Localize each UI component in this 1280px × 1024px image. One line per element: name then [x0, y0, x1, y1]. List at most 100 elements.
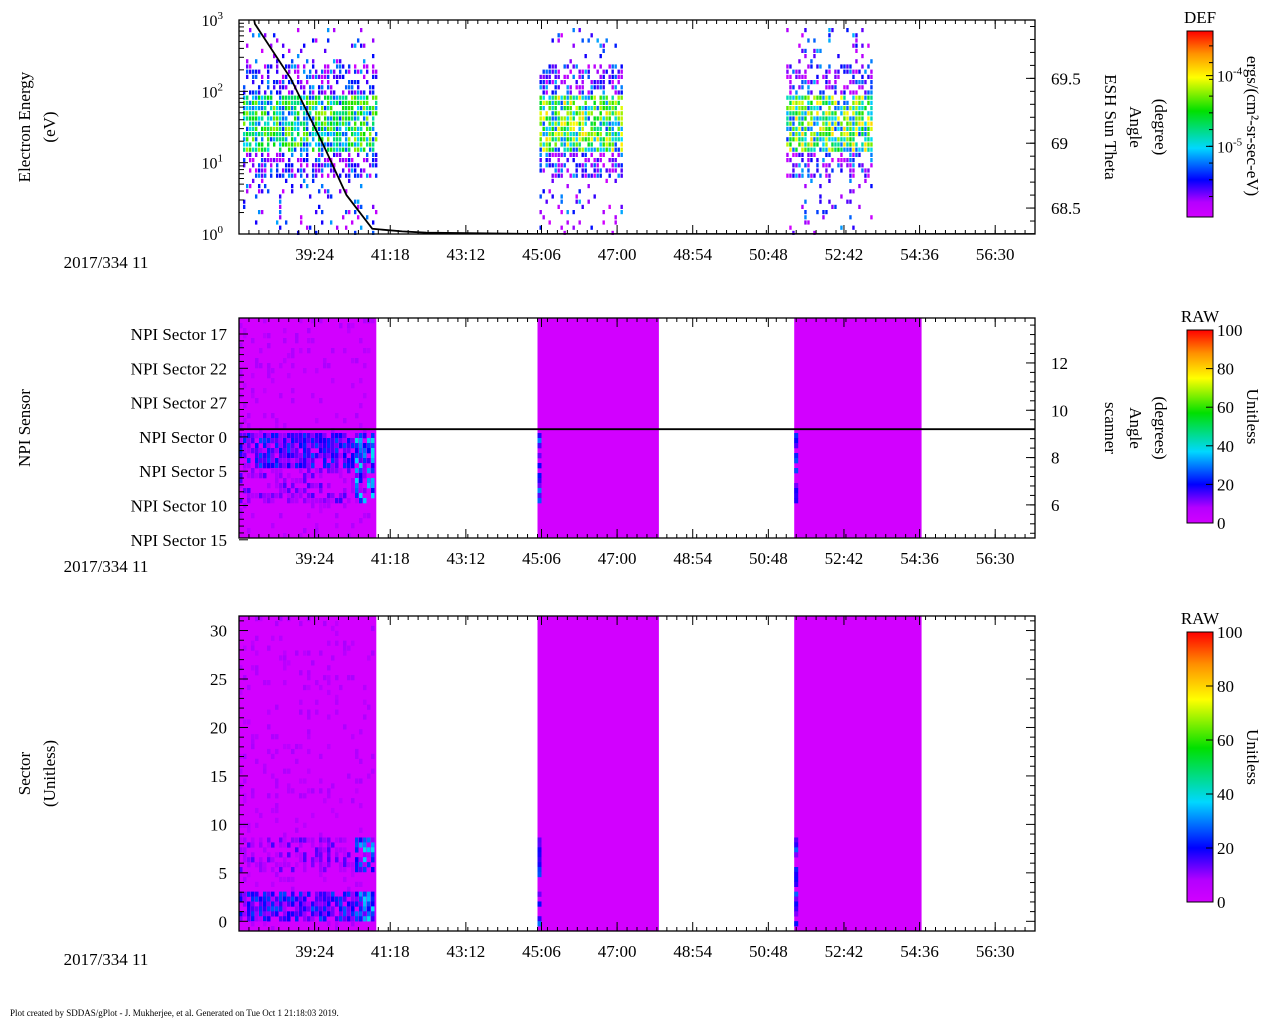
heat-cell — [302, 147, 306, 152]
heat-cell — [551, 80, 554, 85]
heat-cell — [279, 842, 283, 848]
heat-cell — [326, 38, 330, 43]
heat-cell — [279, 867, 283, 873]
heat-cell — [305, 163, 309, 168]
colorbar-label: Unitless — [1243, 729, 1262, 785]
heat-cell — [290, 121, 294, 126]
heat-cell — [350, 80, 354, 85]
heat-cell — [858, 121, 861, 126]
heat-cell — [548, 74, 551, 79]
heat-cell — [563, 142, 566, 147]
heat-cell — [327, 443, 331, 449]
heat-cell — [554, 116, 557, 121]
heat-cell — [794, 891, 799, 897]
heat-cell — [295, 338, 299, 344]
heat-cell — [326, 163, 330, 168]
heat-cell — [311, 168, 315, 173]
heat-cell — [254, 220, 258, 225]
heat-cell — [794, 488, 799, 494]
heat-cell — [864, 173, 867, 178]
heat-cell — [792, 230, 795, 235]
heat-cell — [795, 173, 798, 178]
heat-cell — [617, 147, 620, 152]
heat-cell — [269, 173, 273, 178]
heat-cell — [367, 448, 371, 454]
heat-cell — [599, 142, 602, 147]
heat-cell — [339, 323, 343, 329]
heat-cell — [259, 837, 263, 843]
heat-cell — [251, 665, 255, 671]
heat-cell — [350, 168, 354, 173]
heat-cell — [587, 158, 590, 163]
heat-cell — [563, 100, 566, 105]
heat-cell — [870, 95, 873, 100]
heat-cell — [263, 433, 267, 439]
heat-cell — [343, 458, 347, 464]
heat-cell — [302, 106, 306, 111]
heat-cell — [267, 793, 271, 799]
heat-cell — [831, 126, 834, 131]
heat-cell — [596, 163, 599, 168]
heat-cell — [271, 881, 275, 888]
heat-cell — [846, 126, 849, 131]
heat-cell — [275, 38, 279, 43]
heat-cell — [266, 158, 270, 163]
heat-cell — [840, 158, 843, 163]
heat-cell — [810, 137, 813, 142]
heat-cell — [575, 142, 578, 147]
colorbar-gradient — [1186, 30, 1214, 218]
heat-cell — [302, 95, 306, 100]
heat-cell — [363, 862, 367, 868]
heat-cell — [315, 433, 319, 439]
heat-cell — [263, 413, 267, 419]
heat-cell — [275, 438, 279, 444]
heat-cell — [572, 28, 575, 33]
heat-cell — [858, 132, 861, 137]
heat-cell — [254, 121, 258, 126]
heat-cell — [792, 163, 795, 168]
heat-cell — [272, 85, 276, 90]
heat-cell — [350, 163, 354, 168]
heat-cell — [843, 64, 846, 69]
heat-cell — [305, 184, 309, 189]
heat-cell — [840, 142, 843, 147]
heat-cell — [792, 106, 795, 111]
heat-cell — [239, 343, 243, 349]
heat-cell — [283, 488, 287, 494]
heat-cell — [789, 64, 792, 69]
heat-cell — [247, 916, 251, 922]
heat-cell — [593, 132, 596, 137]
heat-cell — [257, 189, 261, 194]
heat-cell — [314, 210, 318, 215]
heat-cell — [329, 100, 333, 105]
heat-cell — [245, 184, 249, 189]
heat-cell — [837, 147, 840, 152]
heat-cell — [813, 116, 816, 121]
heat-cell — [275, 158, 279, 163]
heat-cell — [822, 142, 825, 147]
heat-cell — [825, 69, 828, 74]
heat-cell — [351, 906, 355, 912]
heat-cell — [828, 64, 831, 69]
heat-cell — [596, 116, 599, 121]
heat-cell — [363, 473, 367, 479]
heat-cell — [537, 488, 542, 494]
heat-cell — [825, 121, 828, 126]
heat-cell — [266, 189, 270, 194]
heat-cell — [353, 137, 357, 142]
heat-cell — [371, 901, 375, 907]
heat-cell — [332, 168, 336, 173]
heat-cell — [614, 43, 617, 48]
heat-cell — [365, 64, 369, 69]
heat-cell — [326, 116, 330, 121]
heat-cell — [804, 80, 807, 85]
heat-cell — [794, 842, 799, 848]
heat-cell — [291, 788, 295, 794]
heat-cell — [825, 152, 828, 157]
heat-cell — [611, 121, 614, 126]
heat-cell — [611, 163, 614, 168]
heat-cell — [786, 106, 789, 111]
heat-cell — [251, 373, 255, 379]
heat-cell — [359, 478, 363, 484]
heat-cell — [327, 921, 331, 927]
